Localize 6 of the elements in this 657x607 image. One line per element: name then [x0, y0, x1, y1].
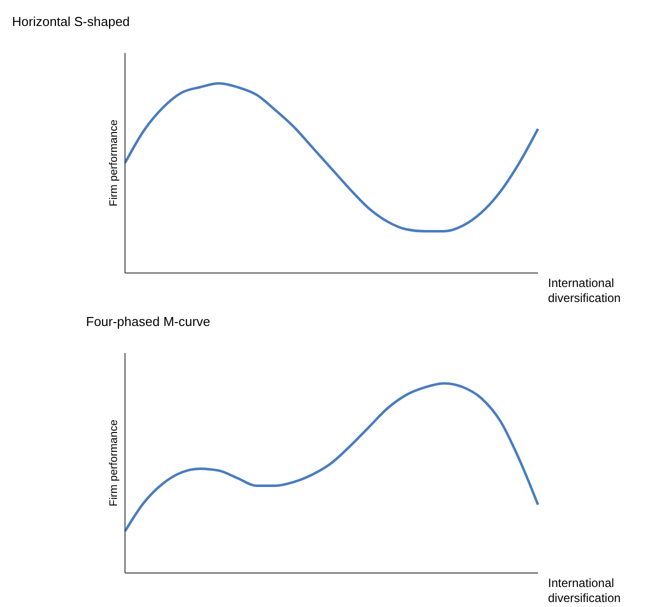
x-axis-title: International diversification	[548, 576, 622, 606]
y-axis-title: Firm performance	[108, 420, 120, 506]
y-axis-title: Firm performance	[108, 120, 120, 206]
chart-title: Horizontal S-shaped	[12, 14, 130, 29]
chart-title: Four-phased M-curve	[86, 314, 210, 329]
x-axis-title: International diversification	[548, 276, 622, 306]
